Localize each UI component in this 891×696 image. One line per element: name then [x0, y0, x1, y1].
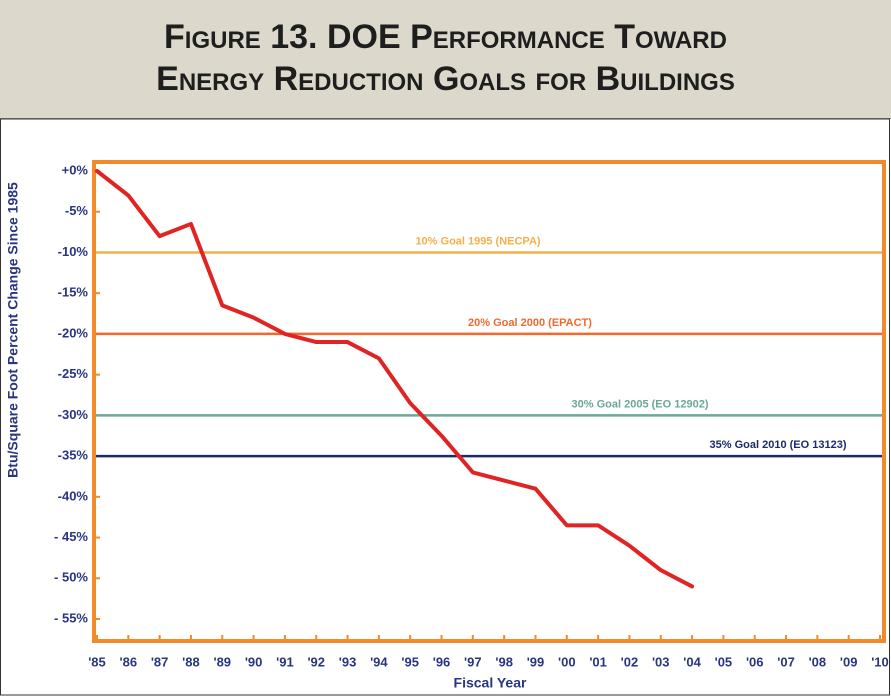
x-tick-label: '98 — [495, 654, 513, 669]
y-tick-label: -25% — [58, 366, 89, 381]
x-tick-label: '02 — [621, 654, 639, 669]
title-line: Energy Reduction Goals for Buildings — [156, 60, 735, 98]
x-tick-label: '92 — [307, 654, 325, 669]
x-tick-label: '88 — [182, 654, 200, 669]
x-tick-label: '94 — [370, 654, 388, 669]
x-tick-label: '06 — [746, 654, 764, 669]
x-tick-label: '01 — [589, 654, 607, 669]
x-tick-label: '99 — [527, 654, 545, 669]
x-tick-label: '07 — [777, 654, 795, 669]
x-tick-label: '95 — [401, 654, 419, 669]
plot-frame — [92, 160, 886, 643]
y-tick-label: -35% — [58, 448, 89, 463]
y-axis-label: Btu/Square Foot Percent Change Since 198… — [5, 182, 21, 478]
x-tick-label: '93 — [339, 654, 357, 669]
y-tick-label: -10% — [58, 244, 89, 259]
y-tick-label: +0% — [62, 162, 89, 177]
x-tick-label: '87 — [151, 654, 169, 669]
y-tick-label: -40% — [58, 488, 89, 503]
outer-border — [0, 118, 890, 696]
x-tick-label: '86 — [120, 654, 138, 669]
y-tick-label: -30% — [58, 407, 89, 422]
x-tick-label: '00 — [558, 654, 576, 669]
x-axis-label: Fiscal Year — [454, 675, 527, 691]
title-line: Figure 13. DOE Performance Toward — [164, 18, 727, 56]
x-tick-label: '10 — [871, 654, 889, 669]
x-tick-label: '08 — [809, 654, 827, 669]
x-tick-label: '97 — [464, 654, 482, 669]
header: Figure 13. DOE Performance Toward Energy… — [0, 0, 891, 119]
goal-label: 10% Goal 1995 (NECPA) — [415, 235, 540, 247]
x-tick-label: '04 — [683, 654, 701, 669]
goal-label: 20% Goal 2000 (EPACT) — [468, 317, 592, 329]
x-tick-label: '03 — [652, 654, 670, 669]
y-tick-label: - 50% — [54, 570, 88, 585]
x-tick-label: '90 — [245, 654, 263, 669]
x-tick-label: '09 — [840, 654, 858, 669]
x-tick-label: '89 — [213, 654, 231, 669]
x-tick-label: '91 — [276, 654, 294, 669]
y-tick-label: - 45% — [54, 529, 88, 544]
goal-label: 30% Goal 2005 (EO 12902) — [572, 398, 709, 410]
y-tick-label: -20% — [58, 325, 89, 340]
y-tick-label: -15% — [58, 285, 89, 300]
data-line — [95, 169, 695, 589]
x-tick-label: '05 — [715, 654, 733, 669]
x-tick-label: '96 — [433, 654, 451, 669]
x-tick-label: '85 — [88, 654, 106, 669]
y-tick-label: -5% — [65, 203, 89, 218]
goal-label: 35% Goal 2010 (EO 13123) — [710, 439, 847, 451]
y-tick-label: - 55% — [54, 610, 88, 625]
